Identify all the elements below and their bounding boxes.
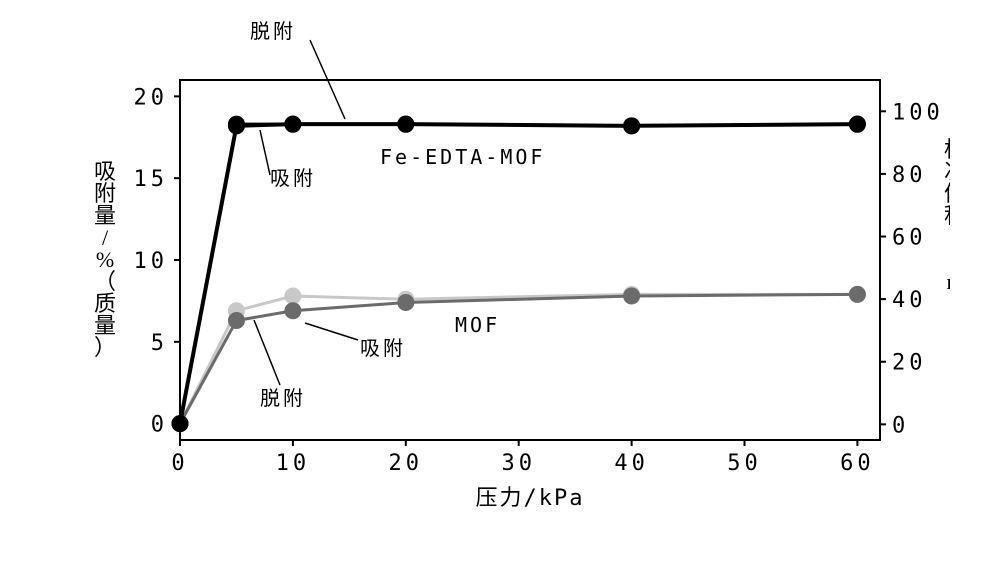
y-left-tick-label: 0 — [151, 413, 168, 438]
x-tick-label: 30 — [501, 451, 536, 476]
y-right-tick-label: 40 — [892, 288, 927, 313]
series-marker-Fe-EDTA-MOF-adsorption — [398, 116, 414, 132]
y-left-tick-label: 10 — [134, 249, 169, 274]
series-marker-MOF-adsorption — [398, 295, 414, 311]
annotation-text: 脱附 — [250, 19, 296, 43]
annotation-text: 脱附 — [260, 386, 306, 410]
series-marker-MOF-adsorption — [624, 288, 640, 304]
y-right-tick-label: 60 — [892, 226, 927, 251]
y-right-axis-label-char: 1 — [950, 357, 951, 382]
annotation-text: MOF — [455, 313, 500, 337]
series-marker-MOF-desorption — [285, 288, 301, 304]
y-left-tick-label: 15 — [134, 167, 169, 192]
series-marker-Fe-EDTA-MOF-adsorption — [228, 118, 244, 134]
series-marker-MOF-adsorption — [849, 286, 865, 302]
y-left-tick-label: 20 — [134, 85, 169, 110]
x-tick-label: 20 — [389, 451, 424, 476]
y-right-tick-label: 20 — [892, 351, 927, 376]
x-tick-label: 40 — [614, 451, 649, 476]
y-right-axis-label-char: 积 — [944, 203, 950, 228]
series-marker-Fe-EDTA-MOF-adsorption — [624, 118, 640, 134]
chart-container: 0 10 20 30 40 50 60 压力/kPa 0 5 10 15 20 0 20 40 60 80 100 吸… — [50, 10, 950, 550]
series-marker-Fe-EDTA-MOF-adsorption — [849, 116, 865, 132]
x-tick-label: 0 — [171, 451, 188, 476]
y-right-tick-label: 100 — [892, 100, 944, 125]
annotation-text: 吸附 — [270, 166, 316, 190]
x-tick-label: 10 — [276, 451, 311, 476]
x-tick-label: 50 — [727, 451, 762, 476]
chart-svg: 0 10 20 30 40 50 60 压力/kPa 0 5 10 15 20 0 20 40 60 80 100 吸… — [50, 10, 950, 550]
y-left-tick-label: 5 — [151, 331, 168, 356]
series-marker-MOF-adsorption — [228, 313, 244, 329]
series-marker-MOF-adsorption — [285, 303, 301, 319]
y-left-axis-label-char: ） — [94, 335, 116, 360]
x-axis-label: 压力/kPa — [476, 486, 585, 511]
series-marker-Fe-EDTA-MOF-adsorption — [285, 116, 301, 132]
annotation-text: Fe-EDTA-MOF — [380, 145, 545, 169]
y-right-tick-label: 0 — [892, 413, 909, 438]
series-marker-Fe-EDTA-MOF-adsorption — [172, 416, 188, 432]
annotation-text: 吸附 — [360, 336, 406, 360]
x-tick-label: 60 — [840, 451, 875, 476]
y-right-tick-label: 80 — [892, 163, 927, 188]
y-right-axis-label-char: g — [950, 313, 951, 338]
